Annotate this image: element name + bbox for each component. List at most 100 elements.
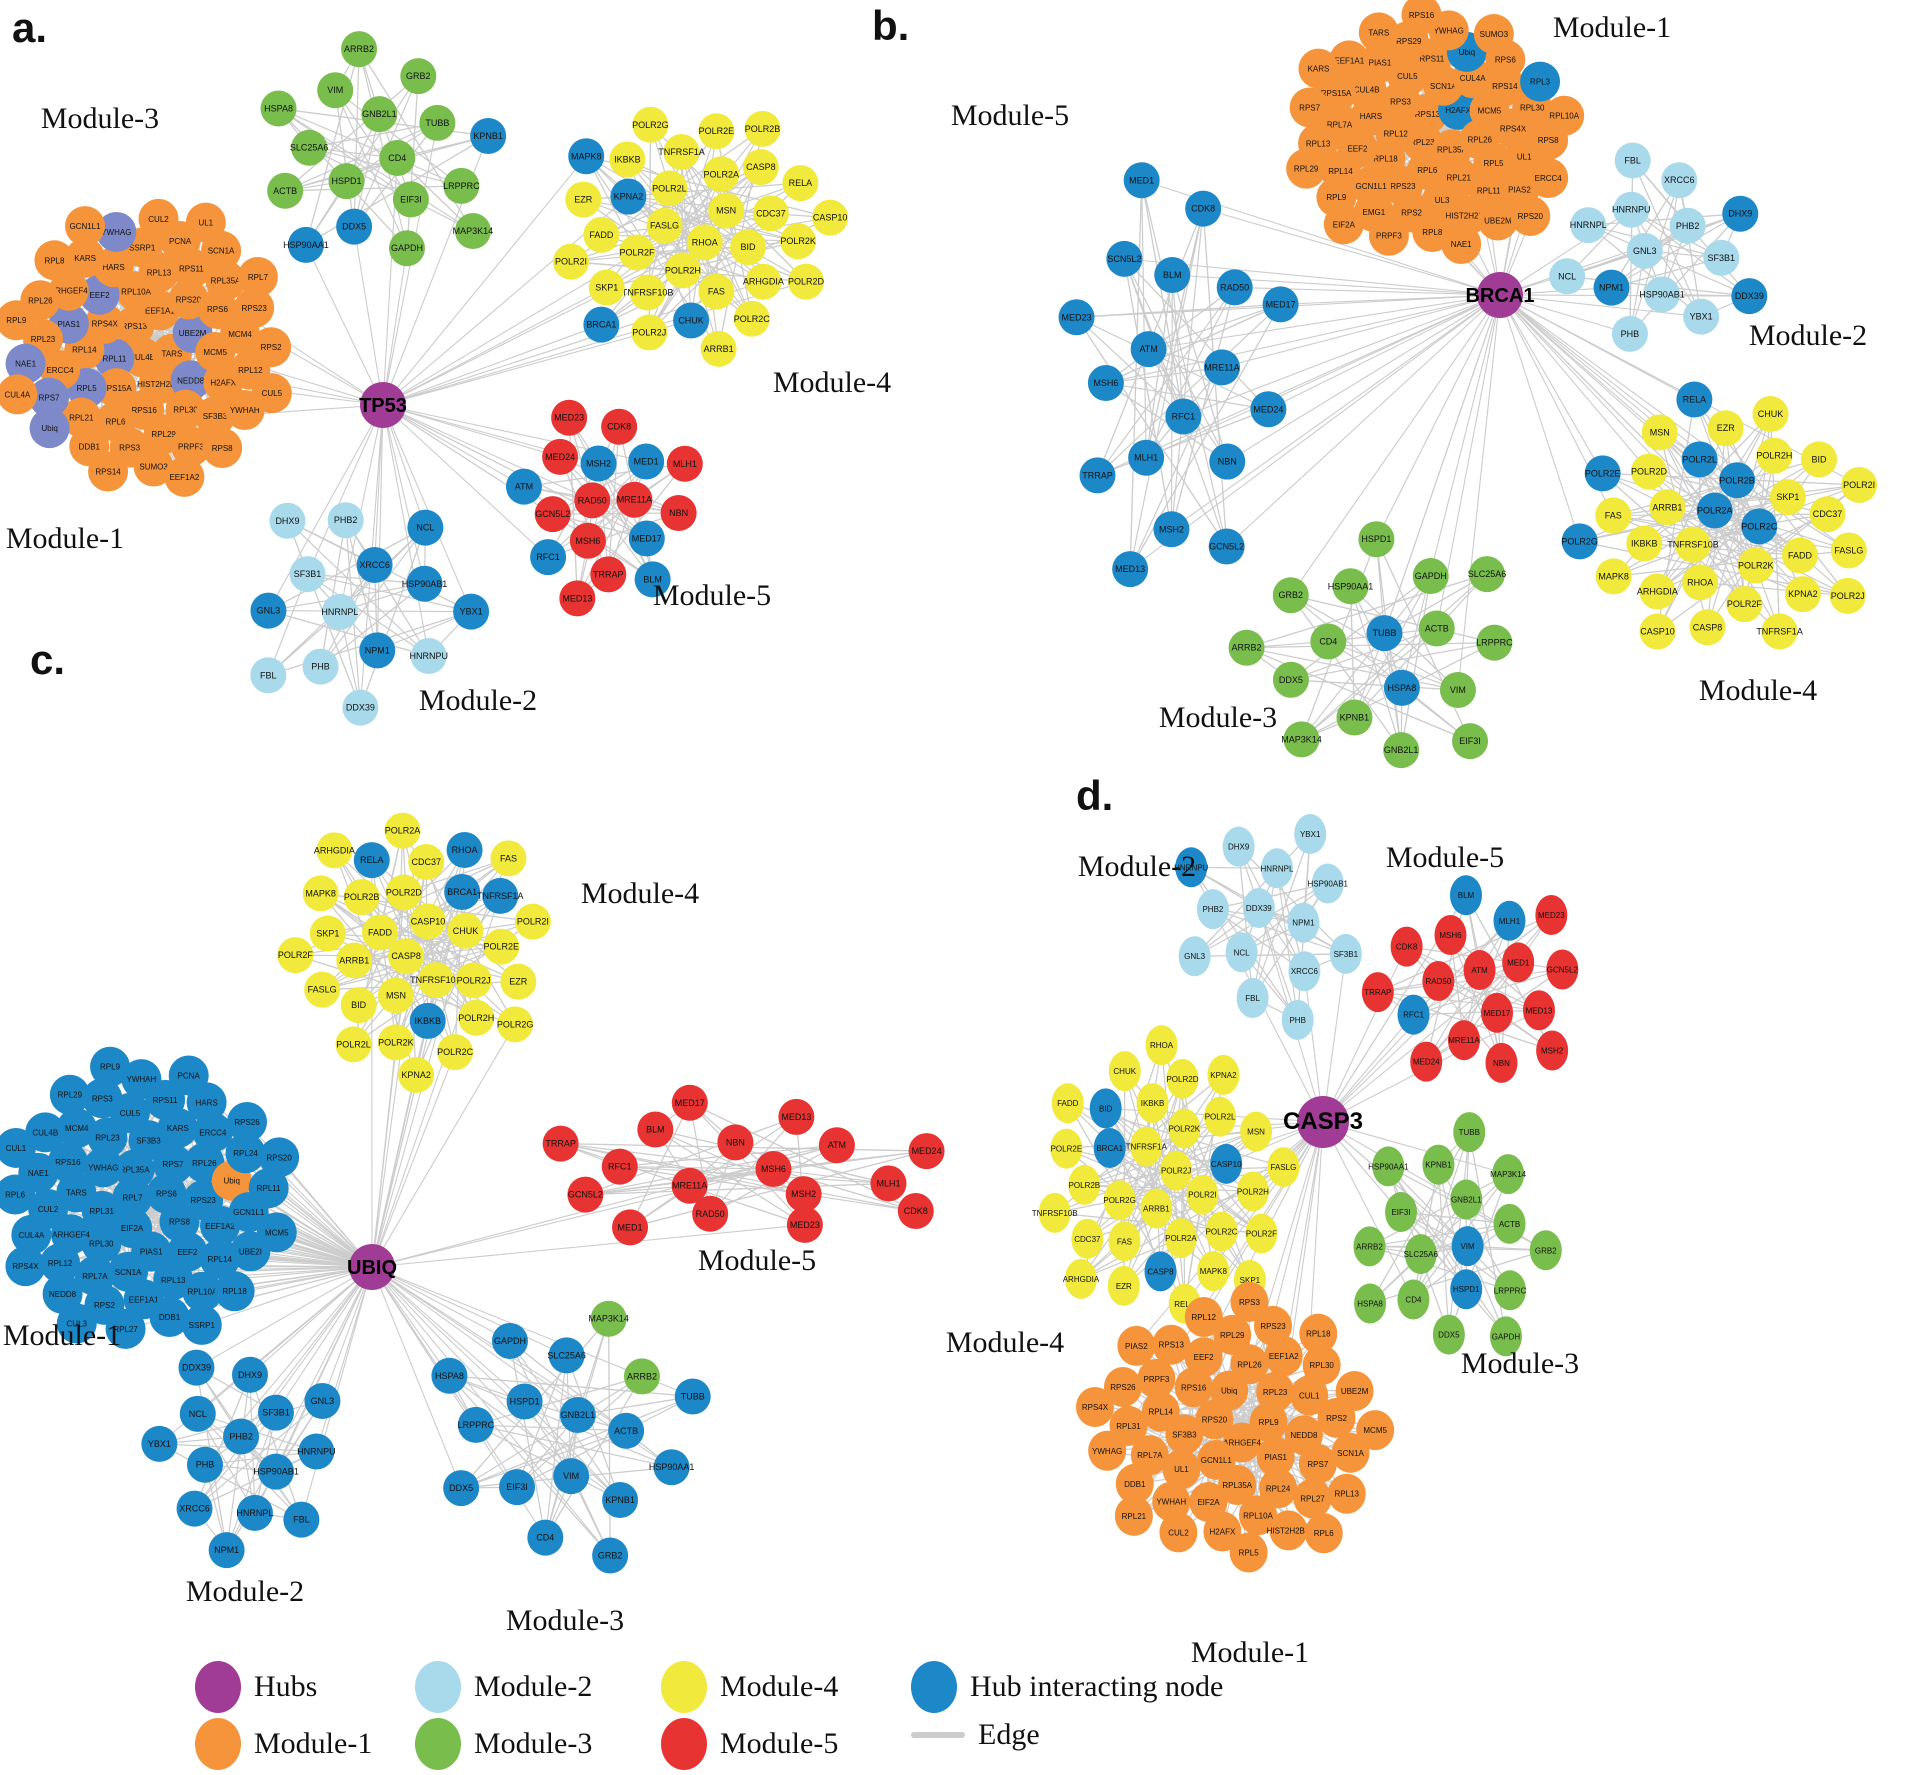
node-circle[interactable]: [470, 117, 507, 154]
node-circle[interactable]: [708, 192, 745, 229]
node-SUMO3[interactable]: SUMO3: [133, 446, 174, 487]
node-SCN5L2[interactable]: SCN5L2: [1106, 240, 1143, 277]
node-SKP1[interactable]: SKP1: [309, 915, 346, 952]
node-MSH6[interactable]: MSH6: [755, 1150, 792, 1187]
node-circle[interactable]: [29, 377, 70, 418]
node-RPL21[interactable]: RPL21: [1114, 1495, 1153, 1536]
node-circle[interactable]: [629, 274, 666, 311]
hub-node-TP53[interactable]: TP53: [359, 382, 407, 428]
node-BLM[interactable]: BLM: [1154, 256, 1191, 293]
node-circle[interactable]: [309, 915, 346, 952]
node-circle[interactable]: [289, 556, 326, 593]
node-circle[interactable]: [703, 156, 740, 193]
node-circle[interactable]: [733, 300, 770, 337]
node-TNFRSF10B[interactable]: TNFRSF10B: [1667, 526, 1719, 563]
node-circle[interactable]: [335, 1026, 372, 1063]
node-GNL3[interactable]: GNL3: [1178, 936, 1211, 977]
node-circle[interactable]: [1761, 613, 1798, 650]
node-YWHAH[interactable]: YWHAH: [121, 1059, 162, 1100]
node-circle[interactable]: [1152, 1324, 1191, 1365]
node-HSPD1[interactable]: HSPD1: [328, 163, 365, 200]
node-circle[interactable]: [1108, 1051, 1141, 1092]
node-circle[interactable]: [1298, 1444, 1337, 1485]
node-circle[interactable]: [1593, 269, 1630, 306]
node-H2AFX[interactable]: H2AFX: [1203, 1511, 1242, 1552]
node-RPL27[interactable]: RPL27: [1293, 1478, 1332, 1519]
node-MED1[interactable]: MED1: [612, 1209, 649, 1246]
node-ACTB[interactable]: ACTB: [267, 172, 304, 209]
node-circle[interactable]: [1335, 1371, 1374, 1412]
node-MED17[interactable]: MED17: [671, 1084, 708, 1121]
node-MAPK8[interactable]: MAPK8: [302, 875, 339, 912]
node-RELA[interactable]: RELA: [1676, 381, 1713, 418]
node-circle[interactable]: [186, 1446, 223, 1483]
node-POLR2B[interactable]: POLR2B: [1068, 1164, 1101, 1205]
node-circle[interactable]: [1741, 508, 1778, 545]
node-circle[interactable]: [653, 1449, 690, 1486]
node-circle[interactable]: [443, 1470, 480, 1507]
node-MED24[interactable]: MED24: [908, 1133, 945, 1170]
node-PHB[interactable]: PHB: [186, 1446, 223, 1483]
hub-node-BRCA1[interactable]: BRCA1: [1466, 272, 1535, 318]
node-POLR2A[interactable]: POLR2A: [1164, 1218, 1197, 1259]
node-circle[interactable]: [671, 1084, 708, 1121]
node-RPS26[interactable]: RPS26: [227, 1101, 268, 1142]
node-circle[interactable]: [1354, 1283, 1387, 1324]
node-circle[interactable]: [29, 408, 70, 449]
node-circle[interactable]: [0, 300, 37, 341]
node-RFC1[interactable]: RFC1: [601, 1148, 638, 1185]
node-VIM[interactable]: VIM: [317, 72, 354, 109]
node-circle[interactable]: [56, 1108, 97, 1149]
node-POLR2J[interactable]: POLR2J: [1160, 1150, 1193, 1191]
node-FBL[interactable]: FBL: [1236, 977, 1269, 1018]
node-CASP10[interactable]: CASP10: [1210, 1143, 1243, 1184]
node-LRPPRC[interactable]: LRPPRC: [443, 167, 480, 204]
node-circle[interactable]: [559, 1397, 596, 1434]
node-ACTB[interactable]: ACTB: [1493, 1203, 1526, 1244]
node-DHX9[interactable]: DHX9: [269, 502, 306, 539]
node-RPS13[interactable]: RPS13: [1152, 1324, 1191, 1365]
node-circle[interactable]: [138, 198, 179, 239]
node-RPL5[interactable]: RPL5: [1229, 1532, 1268, 1573]
node-circle[interactable]: [454, 213, 491, 250]
node-XRCC6[interactable]: XRCC6: [1661, 162, 1698, 199]
node-circle[interactable]: [505, 468, 542, 505]
node-CDC37[interactable]: CDC37: [1071, 1218, 1104, 1259]
node-TRRAP[interactable]: TRRAP: [590, 556, 627, 593]
node-circle[interactable]: [1264, 1335, 1303, 1376]
node-circle[interactable]: [1294, 814, 1327, 855]
node-circle[interactable]: [1287, 902, 1320, 943]
node-circle[interactable]: [1529, 1230, 1562, 1271]
node-circle[interactable]: [1087, 365, 1124, 402]
node-CASP8[interactable]: CASP8: [742, 149, 779, 186]
node-PHB2[interactable]: PHB2: [1669, 207, 1706, 244]
node-RPL18[interactable]: RPL18: [1299, 1313, 1338, 1354]
node-circle[interactable]: [1256, 1436, 1295, 1477]
node-circle[interactable]: [287, 226, 324, 263]
node-GAPDH[interactable]: GAPDH: [389, 230, 426, 267]
node-GCN1L1[interactable]: GCN1L1: [65, 206, 106, 247]
node-SF3B3[interactable]: SF3B3: [195, 396, 236, 437]
node-MRE11A[interactable]: MRE11A: [671, 1167, 708, 1204]
node-circle[interactable]: [1331, 1432, 1370, 1473]
node-MED1[interactable]: MED1: [1502, 942, 1535, 983]
node-MED1[interactable]: MED1: [628, 443, 665, 480]
node-MSN[interactable]: MSN: [377, 977, 414, 1014]
node-FBL[interactable]: FBL: [1614, 142, 1651, 179]
node-BLM[interactable]: BLM: [637, 1111, 674, 1148]
node-circle[interactable]: [1259, 1468, 1298, 1509]
node-TRRAP[interactable]: TRRAP: [1361, 972, 1394, 1013]
node-circle[interactable]: [1781, 537, 1818, 574]
node-circle[interactable]: [1463, 950, 1496, 991]
node-MED23[interactable]: MED23: [1058, 299, 1095, 336]
node-circle[interactable]: [336, 942, 373, 979]
node-circle[interactable]: [458, 999, 495, 1036]
node-circle[interactable]: [1477, 200, 1518, 241]
node-RPL13[interactable]: RPL13: [1327, 1473, 1366, 1514]
node-circle[interactable]: [1536, 1030, 1569, 1071]
node-KARS[interactable]: KARS: [1298, 48, 1339, 89]
node-circle[interactable]: [671, 1167, 708, 1204]
node-circle[interactable]: [637, 1111, 674, 1148]
node-circle[interactable]: [1298, 48, 1339, 89]
node-SCN1A[interactable]: SCN1A: [1331, 1432, 1370, 1473]
